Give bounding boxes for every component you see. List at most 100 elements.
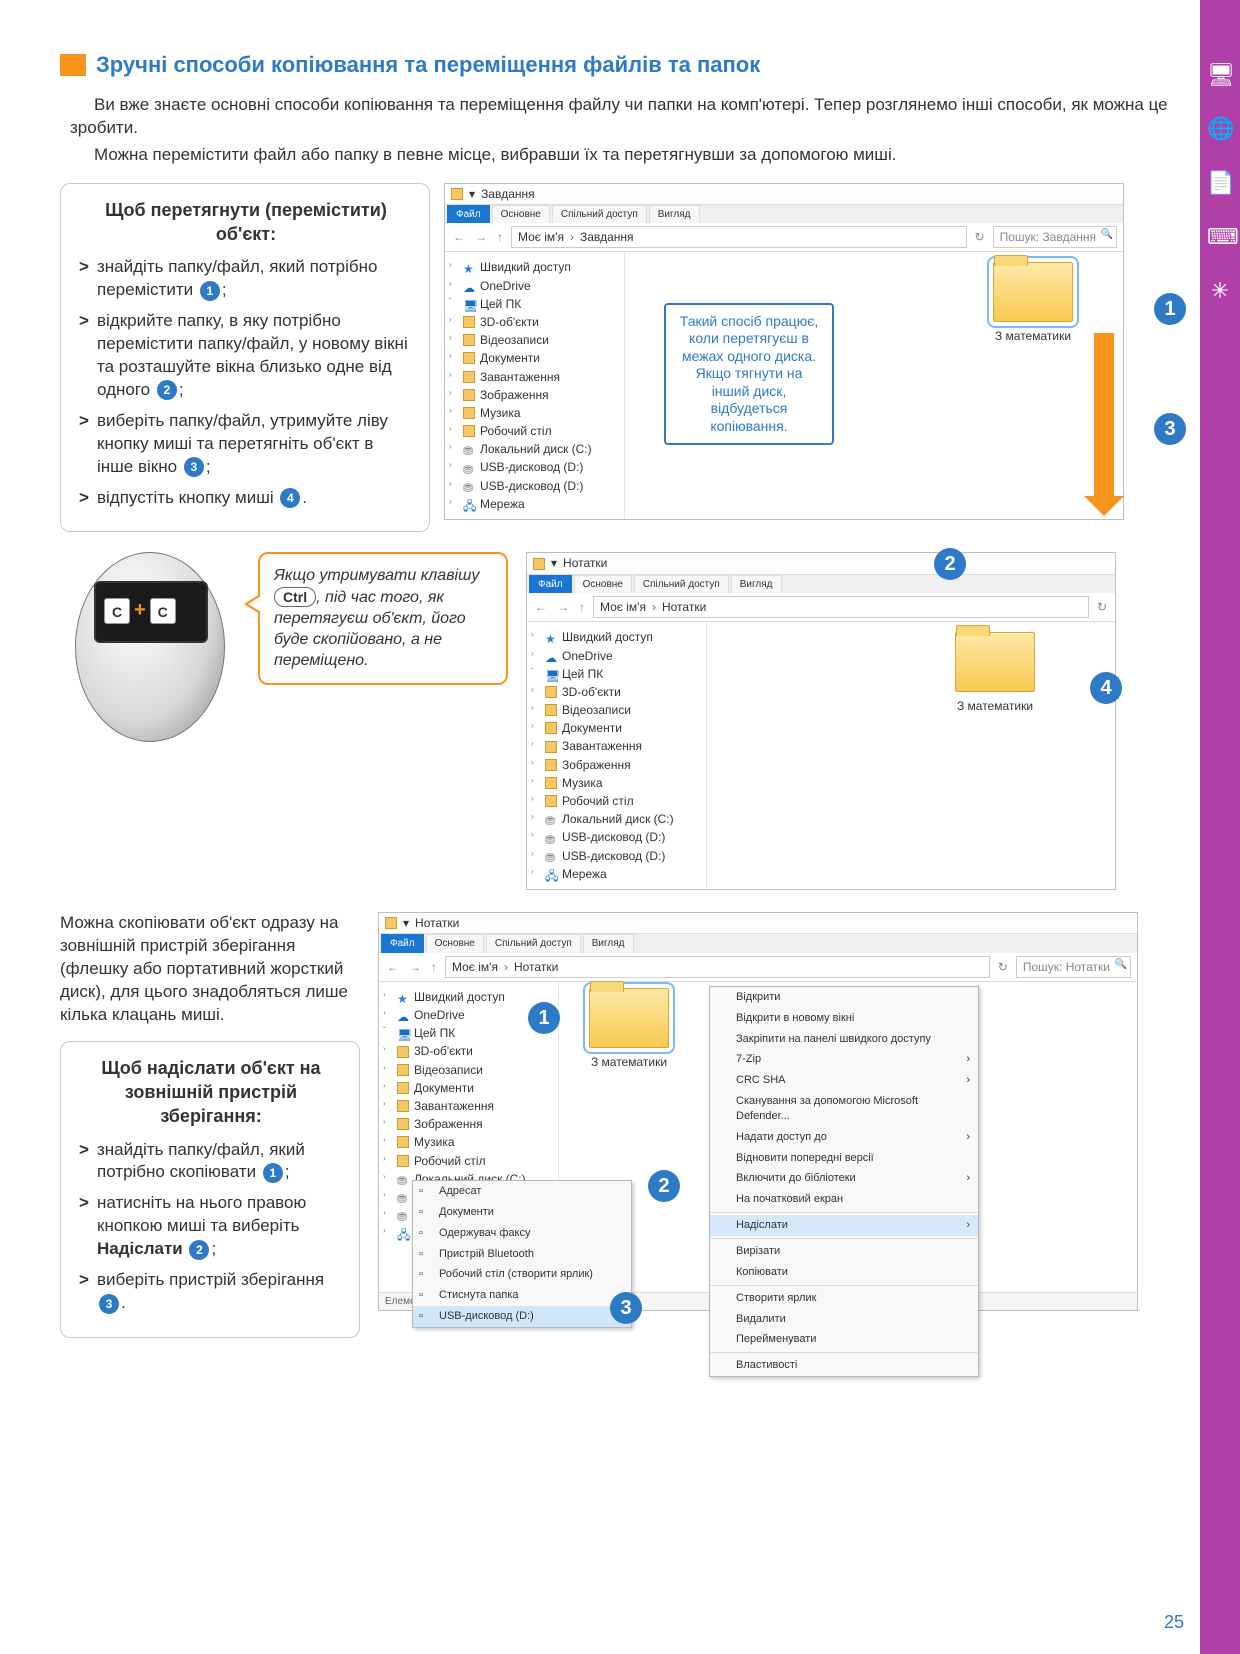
bc-1[interactable]: Моє ім'я xyxy=(518,229,564,245)
tab-home[interactable]: Основне xyxy=(492,205,550,224)
bc-1[interactable]: Моє ім'я xyxy=(600,599,646,615)
tree-item[interactable]: ›★Швидкий доступ xyxy=(531,628,702,646)
tab-view[interactable]: Вигляд xyxy=(583,934,634,953)
context-menu-item[interactable]: Відновити попередні версії xyxy=(710,1148,978,1169)
context-menu-item[interactable]: Властивості xyxy=(710,1355,978,1376)
tree-item[interactable]: ›Музика xyxy=(531,774,702,792)
tree-item[interactable]: ›Відеозаписи xyxy=(449,331,620,349)
search-input[interactable]: Пошук: Завдання xyxy=(993,226,1117,248)
sendto-submenu[interactable]: ▫Адресат▫Документи▫Одержувач факсу▫Прист… xyxy=(412,1180,632,1328)
nav-back[interactable]: ← xyxy=(451,229,467,245)
context-menu-item[interactable]: 7-Zip xyxy=(710,1049,978,1070)
context-menu-item[interactable]: Включити до бібліотеки xyxy=(710,1168,978,1189)
breadcrumb[interactable]: Моє ім'я Нотатки xyxy=(445,956,990,978)
tree-item[interactable]: ˇ🖥Цей ПК xyxy=(531,665,702,683)
tree-item[interactable]: ›Завантаження xyxy=(449,368,620,386)
submenu-item[interactable]: ▫Стиснута папка xyxy=(413,1285,631,1306)
submenu-item[interactable]: ▫Документи xyxy=(413,1202,631,1223)
bc-refresh[interactable]: ↻ xyxy=(973,229,987,245)
tree-item[interactable]: ›Музика xyxy=(383,1133,554,1151)
tree-item[interactable]: ›Документи xyxy=(449,349,620,367)
bc-refresh[interactable]: ↻ xyxy=(996,959,1010,975)
tree-item[interactable]: ˇ🖥Цей ПК xyxy=(449,295,620,313)
tree-item[interactable]: ›Музика xyxy=(449,404,620,422)
bc-2[interactable]: Завдання xyxy=(580,229,634,245)
context-menu-item[interactable]: Перейменувати xyxy=(710,1329,978,1350)
tree-item[interactable]: ›☁OneDrive xyxy=(449,277,620,295)
context-menu-item[interactable]: Відкрити в новому вікні xyxy=(710,1008,978,1029)
submenu-item[interactable]: ▫Адресат xyxy=(413,1181,631,1202)
tab-file[interactable]: Файл xyxy=(381,934,424,953)
context-menu[interactable]: ВідкритиВідкрити в новому вікніЗакріпити… xyxy=(709,986,979,1377)
tree-item[interactable]: ›Зображення xyxy=(449,386,620,404)
tree-item[interactable]: ˇ🖥Цей ПК xyxy=(383,1024,554,1042)
tree-item[interactable]: ›⛃Локальний диск (C:) xyxy=(531,810,702,828)
bc-2[interactable]: Нотатки xyxy=(514,959,558,975)
tree-item[interactable]: ›Робочий стіл xyxy=(531,792,702,810)
nav-back[interactable]: ← xyxy=(533,599,549,615)
tree-item[interactable]: ›Документи xyxy=(383,1079,554,1097)
tab-view[interactable]: Вигляд xyxy=(649,205,700,224)
tree-item[interactable]: ›3D-об'єкти xyxy=(531,683,702,701)
folder-item-selected[interactable]: З математики xyxy=(973,262,1093,344)
files-pane[interactable]: З математики xyxy=(707,622,1115,889)
context-menu-item[interactable]: На початковий екран xyxy=(710,1189,978,1210)
submenu-item[interactable]: ▫Робочий стіл (створити ярлик) xyxy=(413,1264,631,1285)
tree-item[interactable]: ›⛃USB-дисковод (D:) xyxy=(449,458,620,476)
tree-item[interactable]: ›3D-об'єкти xyxy=(449,313,620,331)
tab-share[interactable]: Спільний доступ xyxy=(552,205,647,224)
tree-item[interactable]: ›Завантаження xyxy=(383,1097,554,1115)
tree-item[interactable]: ›Зображення xyxy=(383,1115,554,1133)
bc-1[interactable]: Моє ім'я xyxy=(452,959,498,975)
nav-up[interactable]: ↑ xyxy=(577,599,587,615)
nav-tree[interactable]: ›★Швидкий доступ›☁OneDriveˇ🖥Цей ПК›3D-об… xyxy=(445,252,625,519)
tree-item[interactable]: ›Завантаження xyxy=(531,737,702,755)
tree-item[interactable]: ›Відеозаписи xyxy=(383,1061,554,1079)
tree-item[interactable]: ›Робочий стіл xyxy=(383,1152,554,1170)
nav-back[interactable]: ← xyxy=(385,959,401,975)
nav-up[interactable]: ↑ xyxy=(495,229,505,245)
submenu-item[interactable]: ▫Пристрій Bluetooth xyxy=(413,1244,631,1265)
context-menu-item[interactable]: CRC SHA xyxy=(710,1070,978,1091)
tab-home[interactable]: Основне xyxy=(574,575,632,594)
breadcrumb[interactable]: Моє ім'я Нотатки xyxy=(593,596,1089,618)
nav-up[interactable]: ↑ xyxy=(429,959,439,975)
tree-item[interactable]: ›Документи xyxy=(531,719,702,737)
tab-view[interactable]: Вигляд xyxy=(731,575,782,594)
tree-item[interactable]: ›☁OneDrive xyxy=(531,647,702,665)
tab-share[interactable]: Спільний доступ xyxy=(486,934,581,953)
tab-file[interactable]: Файл xyxy=(447,205,490,224)
submenu-item[interactable]: ▫USB-дисковод (D:) xyxy=(413,1306,631,1327)
tree-item[interactable]: ›★Швидкий доступ xyxy=(383,988,554,1006)
search-input[interactable]: Пошук: Нотатки xyxy=(1016,956,1131,978)
nav-fwd[interactable]: → xyxy=(473,229,489,245)
tree-item[interactable]: ›Відеозаписи xyxy=(531,701,702,719)
context-menu-item[interactable]: Вирізати xyxy=(710,1241,978,1262)
tree-item[interactable]: ›Зображення xyxy=(531,756,702,774)
nav-tree[interactable]: ›★Швидкий доступ›☁OneDriveˇ🖥Цей ПК›3D-об… xyxy=(527,622,707,889)
tree-item[interactable]: ›⛃Локальний диск (C:) xyxy=(449,440,620,458)
tree-item[interactable]: ›🖧Мережа xyxy=(531,865,702,883)
nav-fwd[interactable]: → xyxy=(407,959,423,975)
context-menu-item[interactable]: Надіслати xyxy=(710,1215,978,1236)
tab-home[interactable]: Основне xyxy=(426,934,484,953)
nav-fwd[interactable]: → xyxy=(555,599,571,615)
bc-2[interactable]: Нотатки xyxy=(662,599,706,615)
tree-item[interactable]: ›⛃USB-дисковод (D:) xyxy=(449,477,620,495)
context-menu-item[interactable]: Сканування за допомогою Microsoft Defend… xyxy=(710,1091,978,1127)
context-menu-item[interactable]: Копіювати xyxy=(710,1262,978,1283)
tree-item[interactable]: ›★Швидкий доступ xyxy=(449,258,620,276)
context-menu-item[interactable]: Закріпити на панелі швидкого доступу xyxy=(710,1029,978,1050)
breadcrumb[interactable]: Моє ім'я Завдання xyxy=(511,226,967,248)
tree-item[interactable]: ›⛃USB-дисковод (D:) xyxy=(531,828,702,846)
submenu-item[interactable]: ▫Одержувач факсу xyxy=(413,1223,631,1244)
tree-item[interactable]: ›3D-об'єкти xyxy=(383,1042,554,1060)
tree-item[interactable]: ›⛃USB-дисковод (D:) xyxy=(531,847,702,865)
context-menu-item[interactable]: Видалити xyxy=(710,1309,978,1330)
bc-refresh[interactable]: ↻ xyxy=(1095,599,1109,615)
tree-item[interactable]: ›Робочий стіл xyxy=(449,422,620,440)
context-menu-item[interactable]: Відкрити xyxy=(710,987,978,1008)
tree-item[interactable]: ›🖧Мережа xyxy=(449,495,620,513)
tab-share[interactable]: Спільний доступ xyxy=(634,575,729,594)
context-menu-item[interactable]: Створити ярлик xyxy=(710,1288,978,1309)
